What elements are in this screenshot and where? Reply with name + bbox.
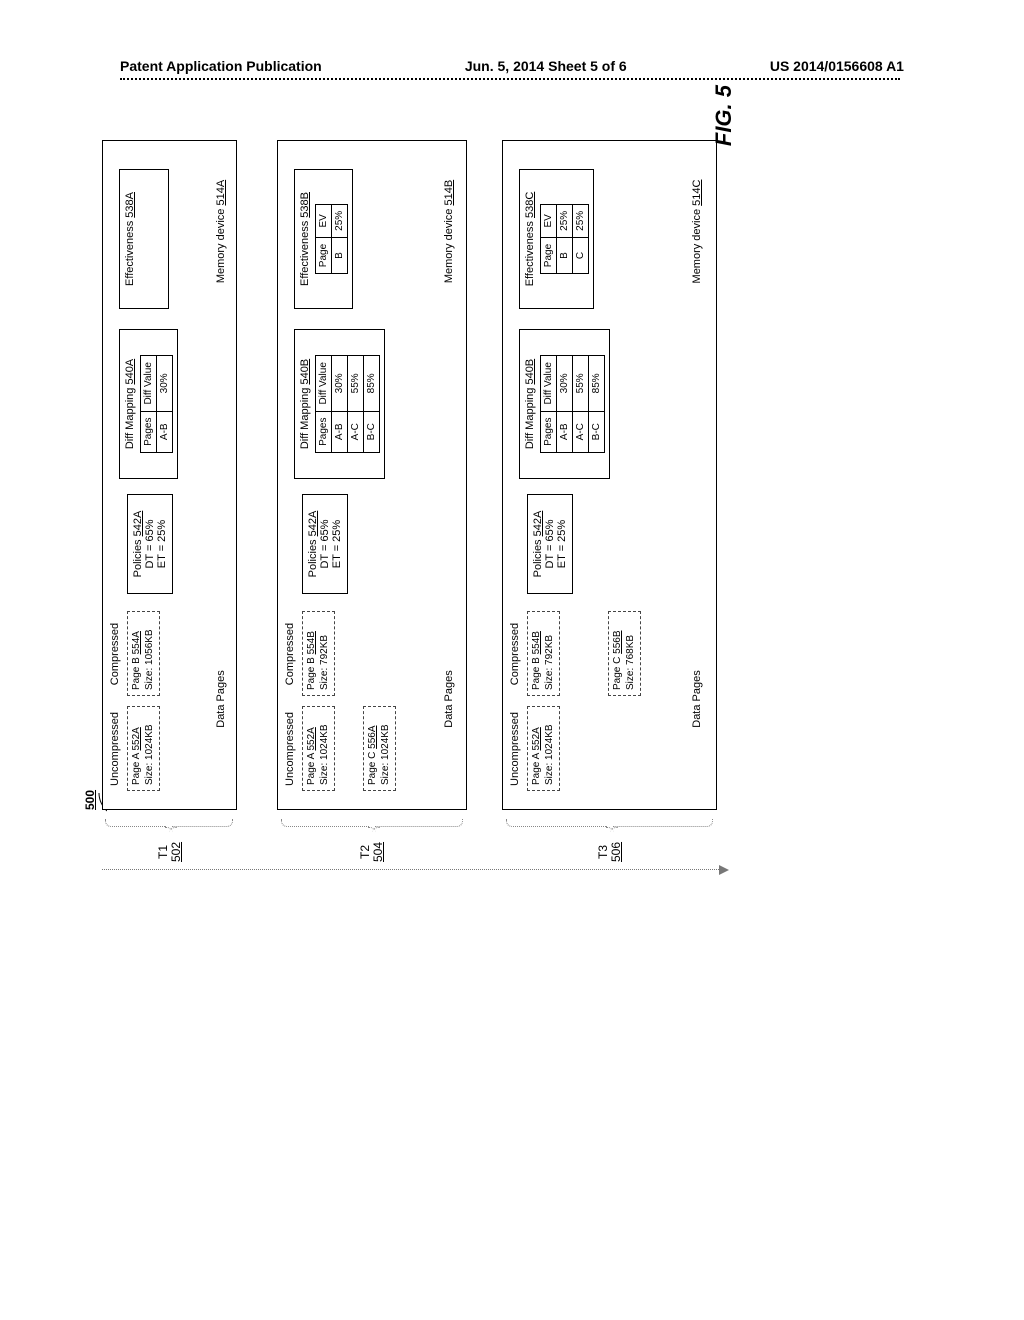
eff-table-t3: PageEV B25% C25%: [540, 204, 589, 274]
header-left: Patent Application Publication: [120, 58, 322, 74]
col-compressed-t1: Compressed: [109, 614, 121, 694]
memdev-label-t3: Memory device 514C: [691, 154, 703, 309]
datapages-label-t3: Data Pages: [691, 654, 703, 744]
col-uncompressed-t3: Uncompressed: [509, 709, 521, 789]
diff-table-t2: PagesDiff Value A-B30% A-C55% B-C85%: [315, 355, 380, 453]
header-rule: [120, 78, 900, 80]
pagebox-a-t2: Page A 552A Size: 1024KB: [302, 706, 335, 791]
policies-box-t1: Policies 542A DT = 65% ET = 25%: [127, 494, 173, 594]
snapshot-t3: Uncompressed Compressed Page A 552A Size…: [502, 140, 717, 810]
time-label-t2: T2504: [359, 842, 385, 862]
eff-box-t2: Effectiveness 538B PageEV B25%: [294, 169, 353, 309]
diff-box-t2: Diff Mapping 540B PagesDiff Value A-B30%…: [294, 329, 385, 479]
eff-box-t3: Effectiveness 538C PageEV B25% C25%: [519, 169, 594, 309]
diff-table-t1: PagesDiff Value A-B30%: [140, 355, 173, 453]
col-compressed-t2: Compressed: [284, 614, 296, 694]
brace-t3-icon: [506, 820, 713, 834]
time-label-t3: T3506: [597, 842, 623, 862]
memdev-label-t1: Memory device 514A: [215, 154, 227, 309]
diff-box-t1: Diff Mapping 540A PagesDiff Value A-B30%: [119, 329, 178, 479]
pagebox-a-t3: Page A 552A Size: 1024KB: [527, 706, 560, 791]
policies-box-t3: Policies 542A DT = 65% ET = 25%: [527, 494, 573, 594]
time-axis-arrow-icon: [719, 865, 729, 875]
time-label-t1: T1502: [157, 842, 183, 862]
snapshot-t2: Uncompressed Compressed Page A 552A Size…: [277, 140, 467, 810]
brace-t1-icon: [105, 820, 233, 834]
col-uncompressed-t1: Uncompressed: [109, 709, 121, 789]
col-uncompressed-t2: Uncompressed: [284, 709, 296, 789]
eff-table-t2: PageEV B25%: [315, 204, 348, 274]
pagebox-a-t1: Page A 552A Size: 1024KB: [127, 706, 160, 791]
figure-caption: FIG. 5: [711, 85, 737, 146]
brace-t2-icon: [281, 820, 463, 834]
eff-box-t1: Effectiveness 538A: [119, 169, 169, 309]
col-compressed-t3: Compressed: [509, 614, 521, 694]
header-right: US 2014/0156608 A1: [770, 58, 904, 74]
pagebox-b-t3: Page B 554B Size: 792KB: [527, 611, 560, 696]
pagebox-c-t3: Page C 556B Size: 768KB: [608, 611, 641, 696]
snapshot-t1: Uncompressed Compressed Page A 552A Size…: [102, 140, 237, 810]
datapages-label-t1: Data Pages: [215, 654, 227, 744]
time-axis: [102, 869, 727, 870]
page-header: Patent Application Publication Jun. 5, 2…: [0, 58, 1024, 74]
diff-table-t3: PagesDiff Value A-B30% A-C55% B-C85%: [540, 355, 605, 453]
header-center: Jun. 5, 2014 Sheet 5 of 6: [465, 58, 627, 74]
datapages-label-t2: Data Pages: [443, 654, 455, 744]
figure-wrapper: 500 T1502 T2504 T3506 Uncompressed Compr…: [145, 240, 905, 940]
pagebox-b-t2: Page B 554B Size: 792KB: [302, 611, 335, 696]
memdev-label-t2: Memory device 514B: [443, 154, 455, 309]
pagebox-b-t1: Page B 554A Size: 1056KB: [127, 611, 160, 696]
policies-box-t2: Policies 542A DT = 65% ET = 25%: [302, 494, 348, 594]
pagebox-c-t2: Page C 556A Size: 1024KB: [363, 706, 396, 791]
diff-box-t3: Diff Mapping 540B PagesDiff Value A-B30%…: [519, 329, 610, 479]
